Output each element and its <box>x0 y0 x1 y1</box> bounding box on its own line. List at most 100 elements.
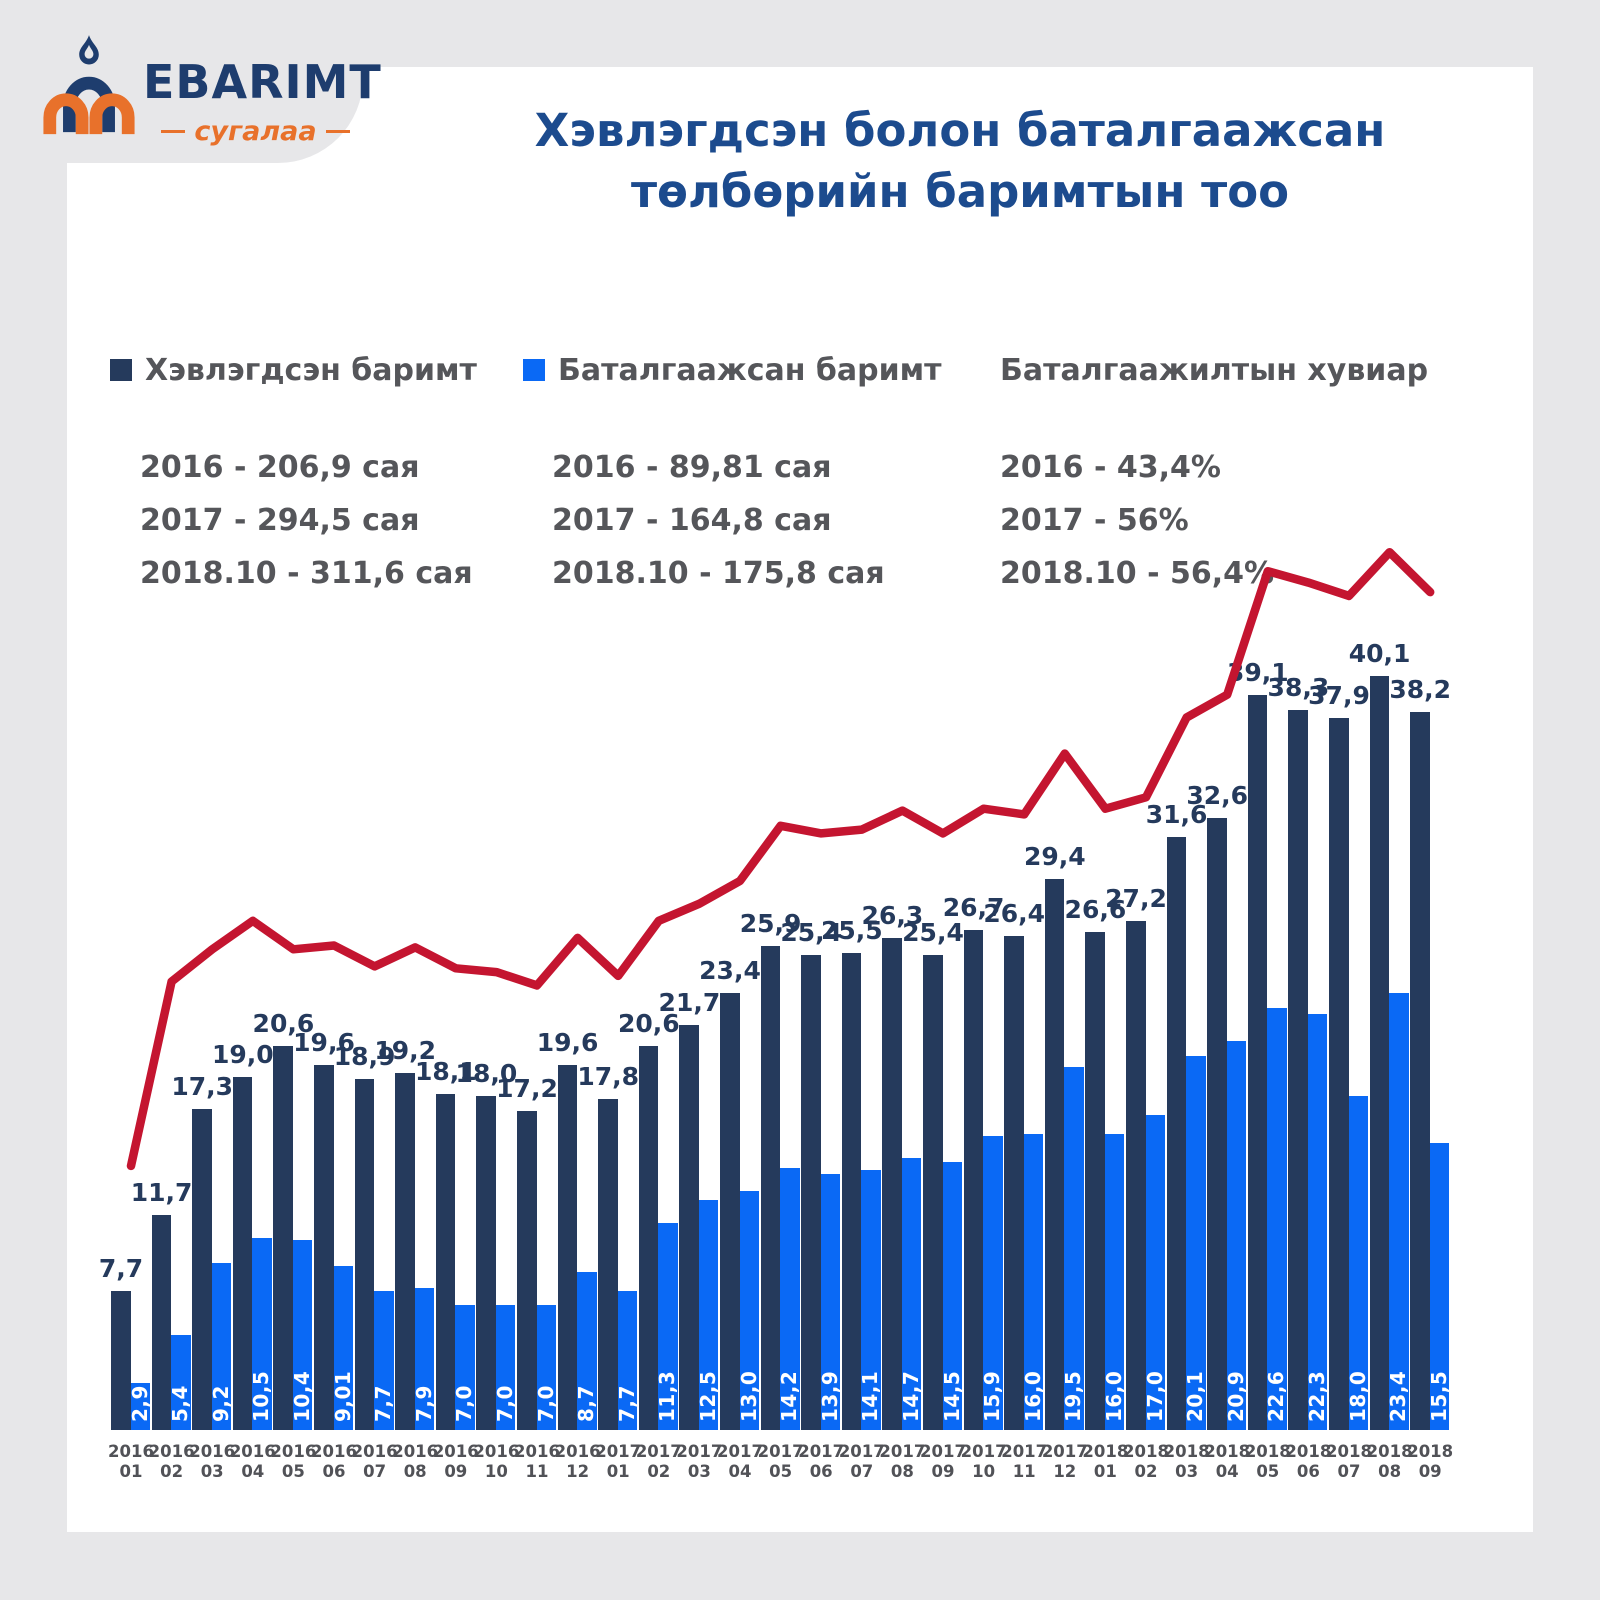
printed-value-label: 11,7 <box>130 1178 193 1208</box>
confirmed-value-label: 16,0 <box>1020 1370 1045 1422</box>
x-tick-label: 2016 01 <box>108 1442 154 1481</box>
confirmed-value-label: 12,5 <box>695 1370 720 1422</box>
bar-printed <box>557 1065 578 1430</box>
confirmed-value-label: 22,3 <box>1304 1370 1329 1422</box>
confirmed-value-label: 2,9 <box>127 1385 152 1422</box>
x-tick-label: 2017 10 <box>960 1442 1007 1481</box>
bar-confirmed <box>455 1304 475 1430</box>
summary-percent-2017: 2017 - 56% <box>1000 503 1189 538</box>
bar-printed <box>720 993 740 1430</box>
x-tick-label: 2016 07 <box>351 1442 398 1481</box>
confirmed-value-label: 18,0 <box>1345 1370 1370 1422</box>
bar-printed <box>1288 709 1308 1430</box>
bar-printed <box>882 937 902 1430</box>
bar-confirmed <box>292 1240 313 1430</box>
confirmed-value-label: 17,0 <box>1142 1370 1167 1422</box>
bar-printed <box>760 945 781 1430</box>
bar-confirmed <box>739 1190 759 1430</box>
bar-confirmed <box>333 1266 353 1430</box>
bar-printed <box>435 1093 456 1430</box>
bar-printed <box>1329 717 1349 1430</box>
x-tick-label: 2016 10 <box>473 1442 520 1481</box>
bar-confirmed <box>658 1222 678 1430</box>
printed-value-label: 40,1 <box>1348 638 1411 668</box>
bar-printed <box>1126 920 1146 1430</box>
summary-confirmed-2017: 2017 - 164,8 сая <box>552 503 832 538</box>
confirmed-value-label: 14,1 <box>858 1370 883 1422</box>
confirmed-value-label: 15,5 <box>1426 1370 1451 1422</box>
summary-percent-2018: 2018.10 - 56,4% <box>1000 556 1275 591</box>
bar-confirmed <box>171 1335 191 1430</box>
x-tick-label: 2018 04 <box>1204 1442 1251 1481</box>
bar-printed <box>1410 711 1430 1430</box>
x-tick-label: 2018 02 <box>1123 1442 1169 1481</box>
bar-printed <box>963 930 984 1430</box>
bar-printed <box>111 1291 131 1430</box>
summary-printed-2016: 2016 - 206,9 сая <box>140 450 420 485</box>
bar-printed <box>841 953 862 1430</box>
bar-printed <box>395 1072 415 1430</box>
bar-confirmed <box>820 1173 841 1430</box>
logo-brand-text: EBARIMT <box>143 55 382 109</box>
x-tick-label: 2018 07 <box>1326 1442 1372 1481</box>
legend-label-percent: Баталгаажилтын хувиар <box>1000 352 1429 388</box>
ebarimt-logo: EBARIMT сугалаа <box>40 28 381 168</box>
logo-sub-text: сугалаа <box>194 116 317 147</box>
bar-printed <box>151 1215 172 1430</box>
x-tick-label: 2016 08 <box>392 1442 439 1481</box>
bar-printed <box>1085 932 1105 1430</box>
bar-confirmed <box>1023 1133 1044 1430</box>
printed-value-label: 7,7 <box>98 1254 144 1284</box>
summary-confirmed-2016: 2016 - 89,81 сая <box>552 450 832 485</box>
confirmed-value-label: 22,6 <box>1264 1370 1289 1422</box>
summary-confirmed-2018: 2018.10 - 175,8 сая <box>552 556 885 591</box>
confirmed-value-label: 10,4 <box>289 1370 314 1422</box>
bar-confirmed <box>617 1291 638 1430</box>
confirmed-value-label: 16,0 <box>1101 1370 1126 1422</box>
bar-confirmed <box>577 1272 597 1430</box>
bar-printed <box>1247 694 1268 1430</box>
x-tick-label: 2017 04 <box>717 1442 763 1481</box>
bar-printed <box>679 1025 699 1430</box>
x-tick-label: 2017 09 <box>920 1442 966 1481</box>
confirmed-value-label: 10,5 <box>249 1370 274 1422</box>
x-tick-label: 2016 03 <box>189 1442 236 1481</box>
x-tick-label: 2017 06 <box>798 1442 845 1481</box>
bar-confirmed <box>414 1287 435 1430</box>
x-tick-label: 2016 06 <box>311 1442 357 1481</box>
ebarimt-logo-icon <box>43 35 135 135</box>
confirmed-value-label: 7,7 <box>614 1385 639 1422</box>
x-tick-label: 2016 12 <box>554 1442 601 1481</box>
confirmed-value-label: 20,1 <box>1183 1370 1208 1422</box>
x-tick-label: 2017 05 <box>757 1442 804 1481</box>
x-tick-label: 2016 09 <box>432 1442 479 1481</box>
bar-printed <box>1004 936 1024 1430</box>
printed-value-label: 19,6 <box>536 1028 599 1058</box>
summary-percent-2016: 2016 - 43,4% <box>1000 450 1221 485</box>
legend-swatch-confirmed <box>523 359 545 381</box>
chart-title-line2: төлбөрийн баримтын тоо <box>630 165 1290 218</box>
legend-item-percent: Баталгаажилтын хувиар <box>1000 352 1429 388</box>
x-tick-label: 2018 06 <box>1285 1442 1332 1481</box>
bar-confirmed <box>252 1238 272 1430</box>
x-tick-label: 2016 05 <box>270 1442 317 1481</box>
confirmed-value-label: 8,7 <box>574 1385 599 1422</box>
bar-confirmed <box>1429 1143 1450 1430</box>
bar-printed <box>1166 837 1187 1430</box>
x-tick-label: 2016 04 <box>229 1442 276 1481</box>
confirmed-value-label: 7,9 <box>411 1385 436 1422</box>
confirmed-value-label: 13,9 <box>817 1370 842 1422</box>
summary-printed-2017: 2017 - 294,5 сая <box>140 503 420 538</box>
confirmed-value-label: 7,0 <box>492 1385 517 1422</box>
bar-printed <box>801 955 821 1430</box>
x-tick-label: 2018 01 <box>1082 1442 1129 1481</box>
bar-confirmed <box>374 1291 394 1430</box>
x-tick-label: 2016 11 <box>514 1442 560 1481</box>
confirmed-value-label: 9,01 <box>330 1370 355 1422</box>
x-tick-label: 2017 11 <box>1001 1442 1048 1481</box>
logo-dash-right <box>325 130 350 133</box>
bar-confirmed <box>983 1135 1003 1430</box>
chart-title: Хэвлэгдсэн болон баталгаажсан төлбөрийн … <box>430 100 1490 222</box>
printed-value-label: 29,4 <box>1023 842 1086 871</box>
